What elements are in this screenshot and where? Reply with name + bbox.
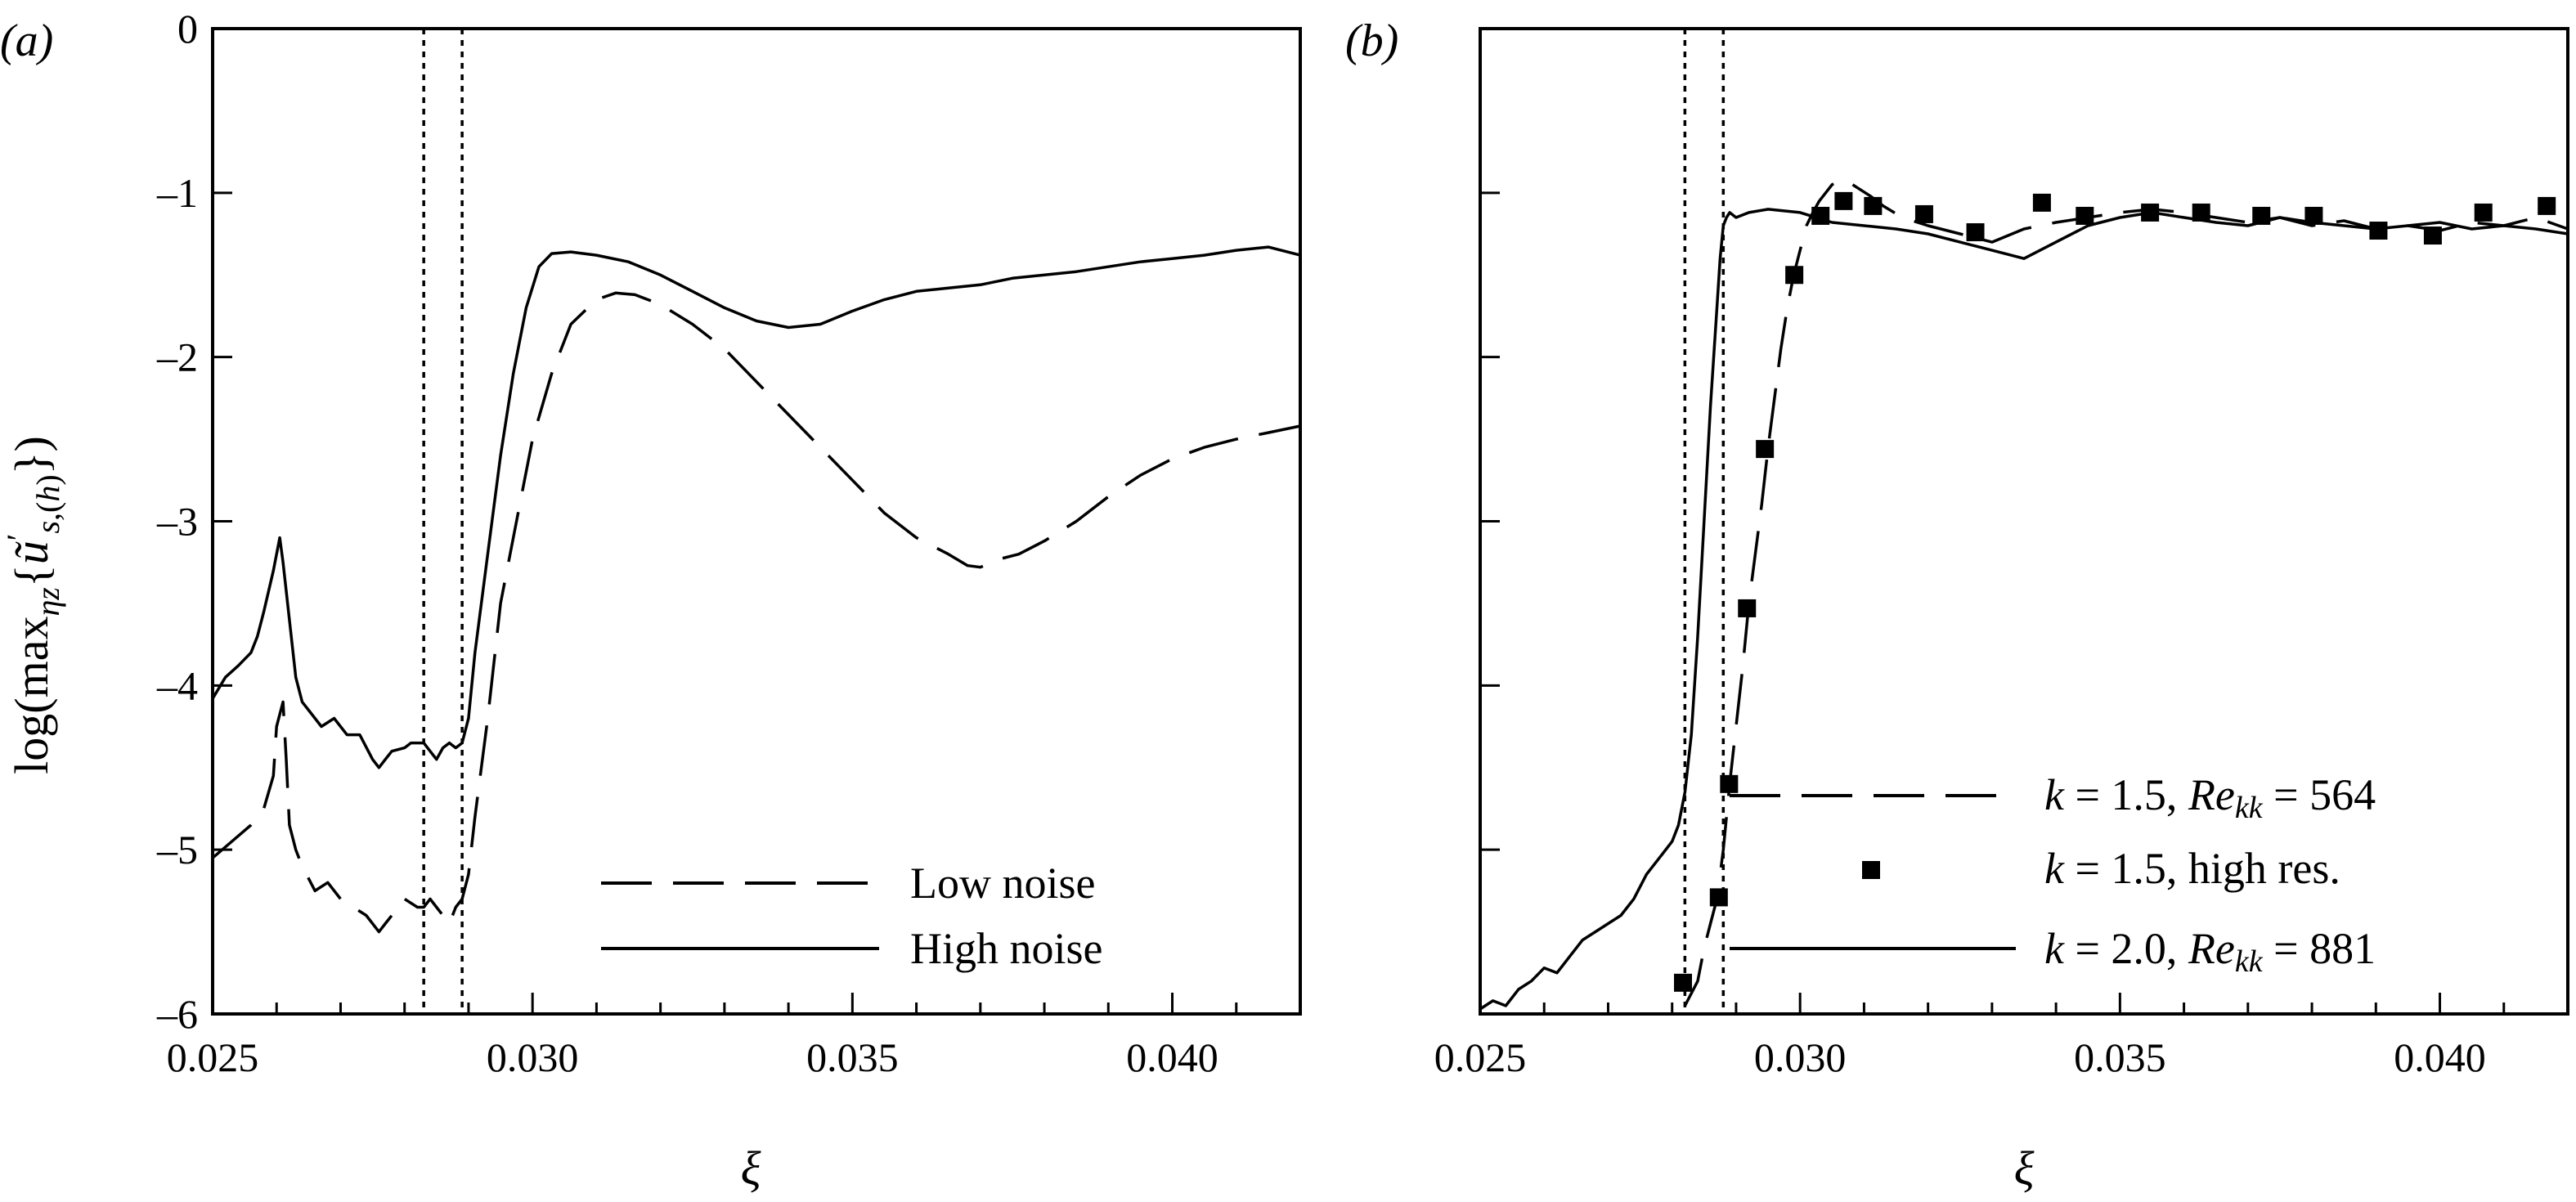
legend-b-3-label: k = 2.0, Rekk = 881 (2044, 924, 2376, 979)
high-res-marker (1709, 888, 1728, 907)
high-res-marker (2369, 222, 2388, 240)
x-tick-label-b: 0.035 (2074, 1034, 2166, 1080)
legend-b: k = 1.5, Rekk = 564 k = 1.5, high res. k… (1730, 770, 2376, 979)
plot-frame-a (211, 27, 1302, 1016)
high-res-marker (2192, 203, 2210, 222)
high-res-marker (2304, 206, 2323, 225)
x-tick-label-b: 0.025 (1434, 1034, 1527, 1080)
x-tick-label-a: 0.030 (487, 1034, 579, 1080)
high-res-marker (1756, 440, 1775, 459)
y-tick-label-a: –5 (156, 827, 198, 872)
y-tick-label-a: –4 (156, 662, 198, 708)
y-tick-label-a: –6 (156, 991, 198, 1037)
series-line-a-0 (211, 291, 1301, 934)
panel-label-b: (b) (1345, 16, 1398, 66)
high-res-marker (2076, 206, 2094, 225)
y-tick-label-a: 0 (177, 6, 198, 52)
series-line-b-2 (1479, 208, 2569, 1011)
high-res-marker (1966, 223, 1985, 242)
high-res-marker (2474, 203, 2493, 222)
high-res-marker (1785, 266, 1804, 285)
legend-b-2-marker (1862, 861, 1880, 879)
y-tick-label-a: –3 (156, 499, 198, 545)
x-tick-label-a: 0.035 (806, 1034, 899, 1080)
panel-a: 0.025 0.030 0.035 0.040 0 –1 –2 –3 –4 –5 –6 (156, 6, 1302, 1080)
legend-a: Low noise High noise (601, 859, 1103, 973)
high-res-marker (1738, 599, 1757, 617)
high-res-marker (2032, 193, 2051, 212)
series-line-a-1 (211, 245, 1301, 769)
y-tick-label-a: –1 (156, 170, 198, 216)
legend-b-2-label: k = 1.5, high res. (2044, 844, 2340, 893)
high-res-marker (1914, 204, 1933, 223)
panel-label-a: (a) (0, 16, 53, 66)
high-res-marker (2538, 196, 2556, 215)
panel-b: 0.025 0.030 0.035 0.040 (1434, 27, 2569, 1080)
x-tick-label-b: 0.030 (1754, 1034, 1847, 1080)
high-res-marker (2423, 226, 2442, 245)
high-res-marker (1674, 973, 1693, 992)
y-tick-label-a: –2 (156, 334, 198, 380)
legend-a-high-label: High noise (910, 924, 1103, 973)
x-tick-label-a: 0.040 (1126, 1034, 1218, 1080)
legend-b-1-label: k = 1.5, Rekk = 564 (2044, 770, 2376, 825)
x-tick-label-b: 0.040 (2394, 1034, 2486, 1080)
x-tick-label-a: 0.025 (167, 1034, 259, 1080)
high-res-marker (1834, 191, 1853, 210)
x-axis-title-b: ξ (2014, 1141, 2035, 1195)
x-axis-title-a: ξ (741, 1141, 761, 1195)
high-res-marker (1720, 774, 1739, 793)
series-line-b-0 (1683, 178, 2569, 1007)
y-axis-title: log(maxηz{ũ′s,(h)}) (0, 436, 66, 774)
legend-a-low-label: Low noise (910, 859, 1095, 908)
plot-frame-b (1479, 27, 2569, 1016)
high-res-marker (1864, 196, 1883, 215)
